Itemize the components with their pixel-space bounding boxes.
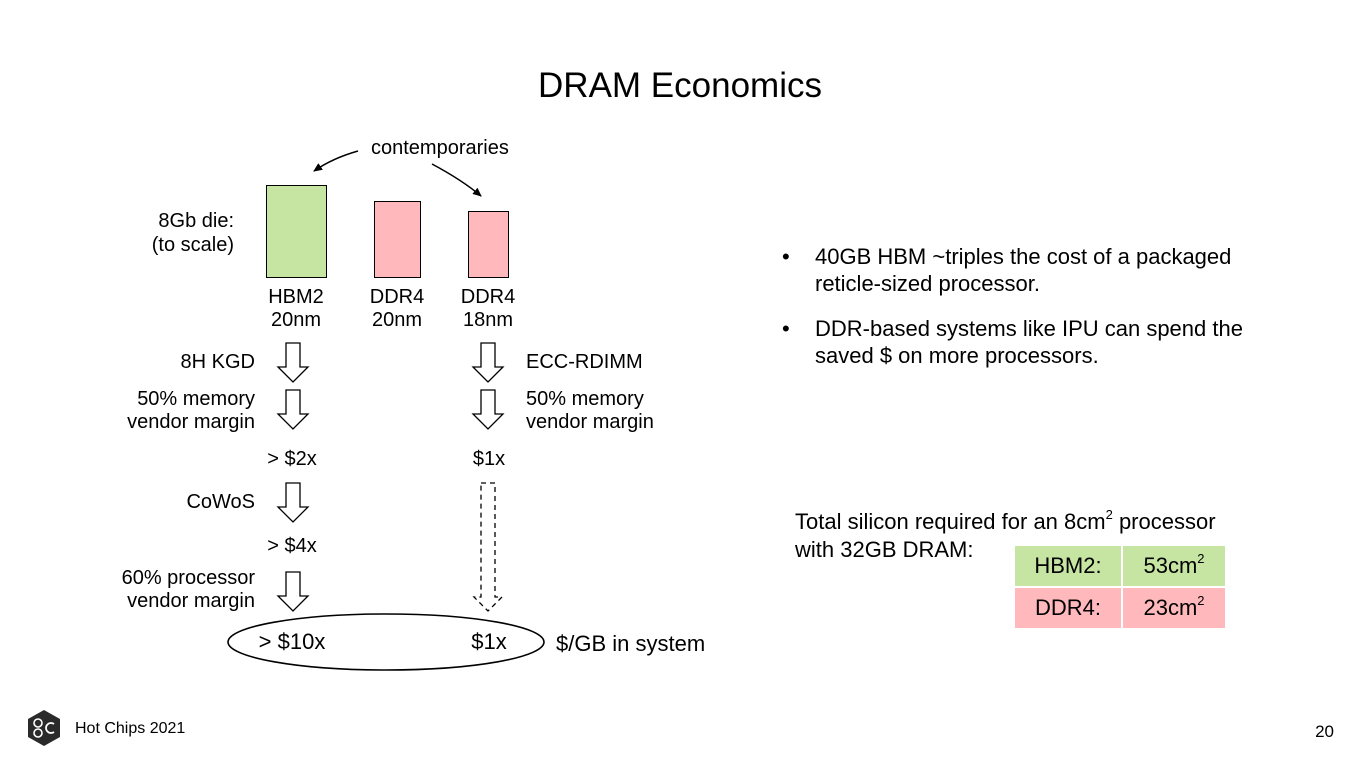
silicon-table: HBM2: 53cm2 DDR4: 23cm2 [1013, 544, 1227, 630]
contemporaries-arrow-left [313, 150, 359, 172]
down-arrow-ddr-margin [471, 389, 505, 430]
silicon-hbm2-value: 53cm2 [1123, 546, 1225, 586]
hbm-cost-4x: > $4x [267, 535, 317, 557]
contemporaries-arrow-right [431, 163, 482, 197]
proc-margin-line1: 60% processor [121, 567, 255, 589]
result-hbm: > $10x [258, 629, 326, 654]
bullet-item-1: • 40GB HBM ~triples the cost of a packag… [782, 243, 1262, 303]
silicon-ddr4-value-sup: 2 [1197, 593, 1205, 608]
bullet-text-1: 40GB HBM ~triples the cost of a packaged… [815, 244, 1232, 296]
graphcore-logo-icon [28, 710, 60, 746]
proc-margin-line2: vendor margin [127, 590, 255, 612]
hbm-cowos-label: CoWoS [186, 491, 255, 513]
die-label-line1: 8Gb die: [158, 210, 234, 232]
result-ddr: $1x [471, 629, 507, 654]
down-arrow-ddr-rdimm [471, 342, 505, 383]
ddr4-18nm-die [468, 211, 509, 278]
footer-event: Hot Chips 2021 [75, 720, 186, 737]
bullet-item-2: • DDR-based systems like IPU can spend t… [782, 315, 1262, 375]
silicon-ddr4-value-text: 23cm [1143, 595, 1198, 620]
ddr4-20nm-die [374, 201, 421, 278]
dashed-down-arrow-ddr [472, 482, 504, 612]
ddr-margin-line2: vendor margin [526, 411, 654, 433]
die-node-ddr4-20: 20nm [371, 309, 423, 331]
die-node-hbm2: 20nm [270, 309, 322, 331]
down-arrow-hbm-cowos [276, 482, 310, 523]
page-number: 20 [1315, 722, 1334, 741]
silicon-line2: with 32GB DRAM: [795, 537, 974, 562]
die-node-ddr4-18: 18nm [462, 309, 514, 331]
down-arrow-hbm-margin [276, 389, 310, 430]
bullet-dot: • [782, 244, 790, 269]
die-name-ddr4-20: DDR4 [369, 286, 425, 308]
contemporaries-label: contemporaries [371, 137, 509, 159]
slide-title: DRAM Economics [538, 66, 822, 105]
ddr-rdimm-label: ECC-RDIMM [526, 351, 643, 373]
table-row: DDR4: 23cm2 [1015, 588, 1225, 628]
hbm-cost-2x: > $2x [267, 448, 317, 470]
silicon-hbm2-value-text: 53cm [1143, 553, 1198, 578]
silicon-hbm2-label: HBM2: [1015, 546, 1121, 586]
silicon-line1-sup: 2 [1105, 507, 1113, 522]
silicon-ddr4-label: DDR4: [1015, 588, 1121, 628]
die-label-line2: (to scale) [151, 234, 234, 256]
die-name-ddr4-18: DDR4 [460, 286, 516, 308]
silicon-line1-suffix: processor [1112, 509, 1216, 534]
silicon-ddr4-value: 23cm2 [1123, 588, 1225, 628]
result-unit-label: $/GB in system [556, 631, 706, 656]
hbm2-die [266, 185, 327, 278]
result-ellipse [227, 613, 545, 671]
hbm-margin-line1: 50% memory [137, 388, 255, 410]
hbm-kgd-label: 8H KGD [180, 351, 255, 373]
silicon-hbm2-value-sup: 2 [1197, 551, 1205, 566]
down-arrow-hbm-proc [276, 571, 310, 612]
die-name-hbm2: HBM2 [268, 286, 324, 308]
ddr-margin-line1: 50% memory [526, 388, 644, 410]
table-row: HBM2: 53cm2 [1015, 546, 1225, 586]
bullet-dot: • [782, 316, 790, 341]
silicon-line1-prefix: Total silicon required for an 8cm [795, 509, 1106, 534]
hbm-margin-line2: vendor margin [127, 411, 255, 433]
silicon-line1: Total silicon required for an 8cm2 proce… [795, 507, 1216, 535]
bullet-text-2: DDR-based systems like IPU can spend the… [815, 316, 1243, 368]
down-arrow-hbm-kgd [276, 342, 310, 383]
ddr-cost-1x: $1x [472, 448, 506, 470]
